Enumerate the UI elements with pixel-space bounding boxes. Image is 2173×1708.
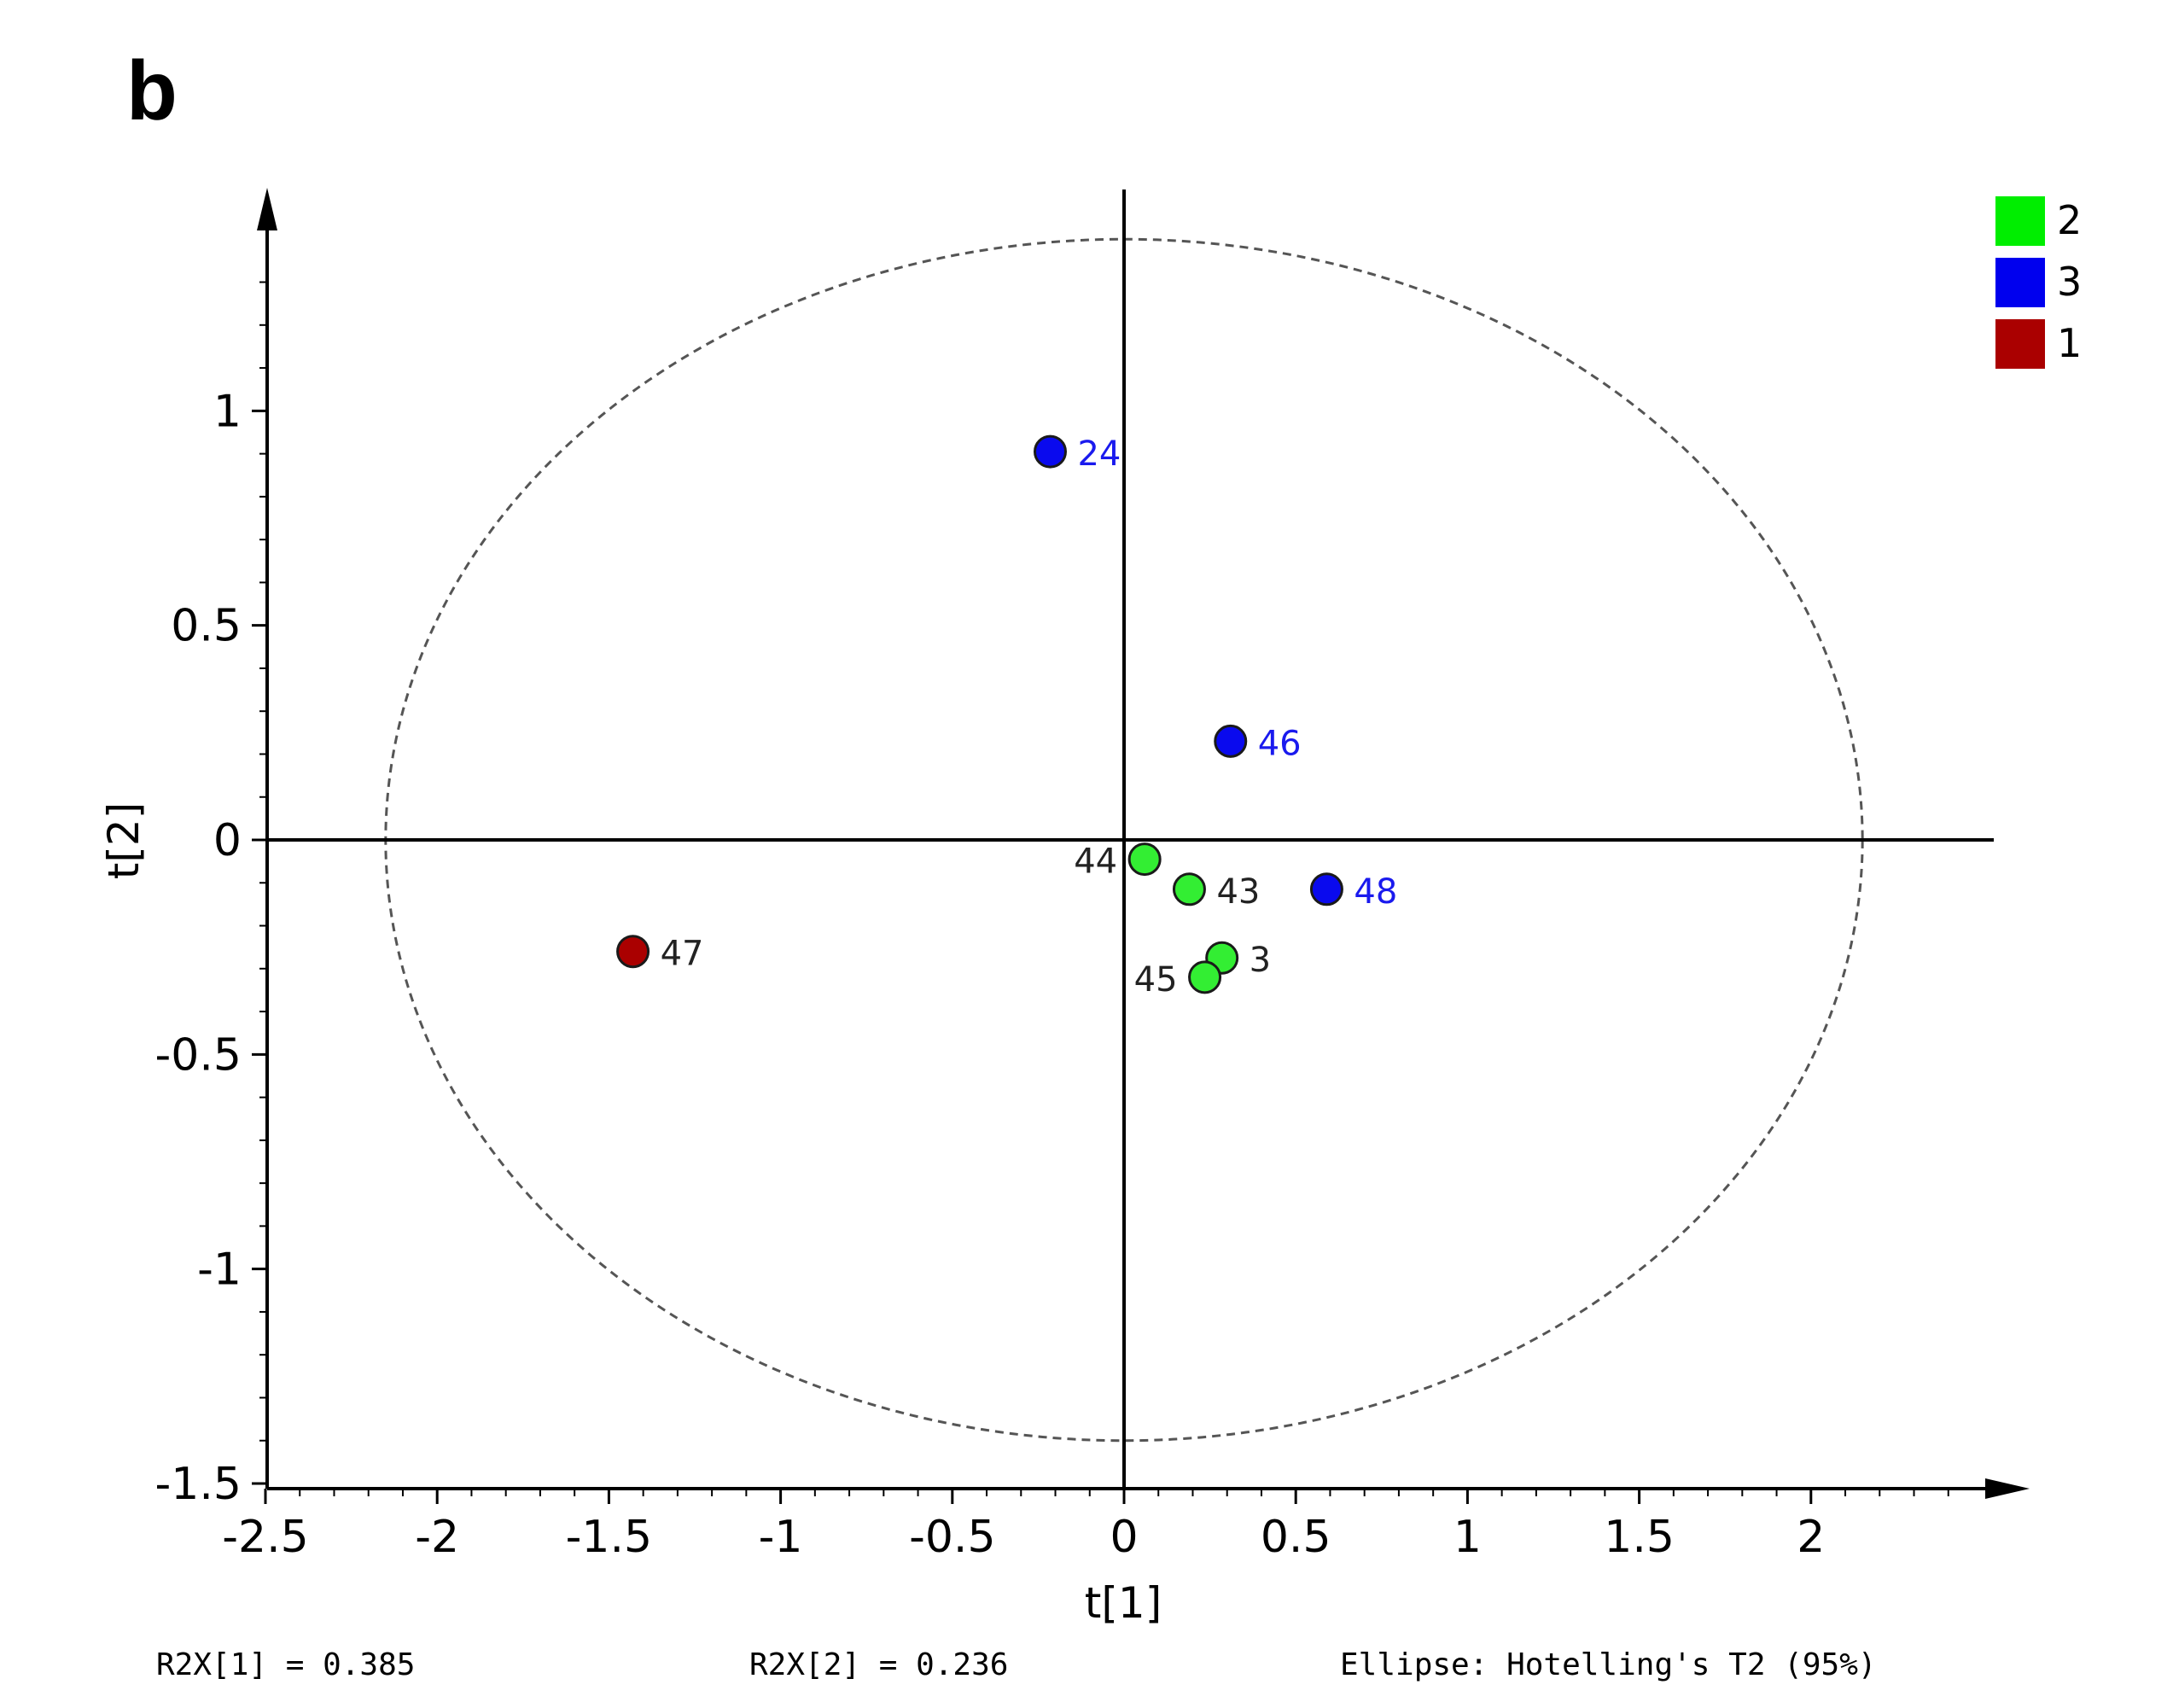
legend-swatch [1995, 196, 2045, 246]
point-label: 47 [661, 935, 704, 974]
x-tick-label: -0.5 [909, 1512, 995, 1563]
legend-label: 2 [2057, 197, 2082, 243]
data-point [616, 935, 650, 969]
point-label: 48 [1354, 872, 1397, 912]
x-tick-label: 0.5 [1261, 1512, 1331, 1563]
series-3: 24 46 48 [1033, 434, 1397, 912]
x-tick-label: -1.5 [566, 1512, 652, 1563]
legend-swatch [1995, 258, 2045, 307]
r2x2-note: R2X[2] = 0.236 [749, 1647, 1008, 1682]
x-axis-title: t[1] [1085, 1578, 1162, 1628]
r2x1-note: R2X[1] = 0.385 [156, 1647, 415, 1682]
x-tick-label: 1.5 [1604, 1512, 1675, 1563]
y-tick-label: -0.5 [155, 1029, 242, 1081]
y-tick-label: 0 [213, 815, 242, 866]
series-2: 44 43 3 45 [1074, 842, 1271, 1000]
y-axis-arrow-icon [257, 188, 277, 230]
data-point [1127, 842, 1162, 877]
point-label: 43 [1216, 872, 1260, 912]
legend-label: 3 [2057, 259, 2082, 305]
data-point [1214, 724, 1248, 758]
x-axis-arrow-icon [1985, 1478, 2030, 1499]
legend-label: 1 [2057, 320, 2082, 366]
series-1: 47 [616, 935, 704, 974]
x-tick-label: 1 [1454, 1512, 1482, 1563]
data-point [1033, 434, 1067, 469]
x-tick-label: 2 [1797, 1512, 1825, 1563]
y-tick-label: 1 [213, 386, 242, 437]
panel-label: b [126, 44, 178, 137]
data-points: 44 43 3 45 24 46 48 47 [616, 434, 1397, 1000]
point-label: 3 [1250, 941, 1271, 980]
point-label: 44 [1074, 842, 1117, 882]
y-tick-label: 0.5 [171, 601, 242, 652]
x-tick-label: -2 [415, 1512, 459, 1563]
y-axis: -1.5 -1 -0.5 0 0.5 1 [155, 188, 277, 1510]
point-label: 45 [1134, 960, 1178, 1000]
data-point [1172, 872, 1206, 906]
x-tick-label: 0 [1110, 1512, 1138, 1563]
x-tick-label: -1 [759, 1512, 803, 1563]
legend-swatch [1995, 319, 2045, 369]
point-label: 24 [1077, 434, 1121, 474]
x-tick-label: -2.5 [222, 1512, 308, 1563]
x-axis: -2.5 -2 -1.5 -1 -0.5 0 0.5 1 1.5 2 [222, 1478, 2030, 1563]
y-tick-label: -1.5 [155, 1459, 242, 1510]
legend: 2 3 1 [1995, 196, 2082, 369]
y-axis-title: t[2] [99, 802, 149, 879]
point-label: 46 [1258, 724, 1302, 763]
ellipse-note: Ellipse: Hotelling's T2 (95%) [1340, 1647, 1877, 1682]
y-tick-label: -1 [197, 1245, 242, 1296]
data-point [1309, 872, 1343, 906]
data-point [1188, 960, 1222, 994]
